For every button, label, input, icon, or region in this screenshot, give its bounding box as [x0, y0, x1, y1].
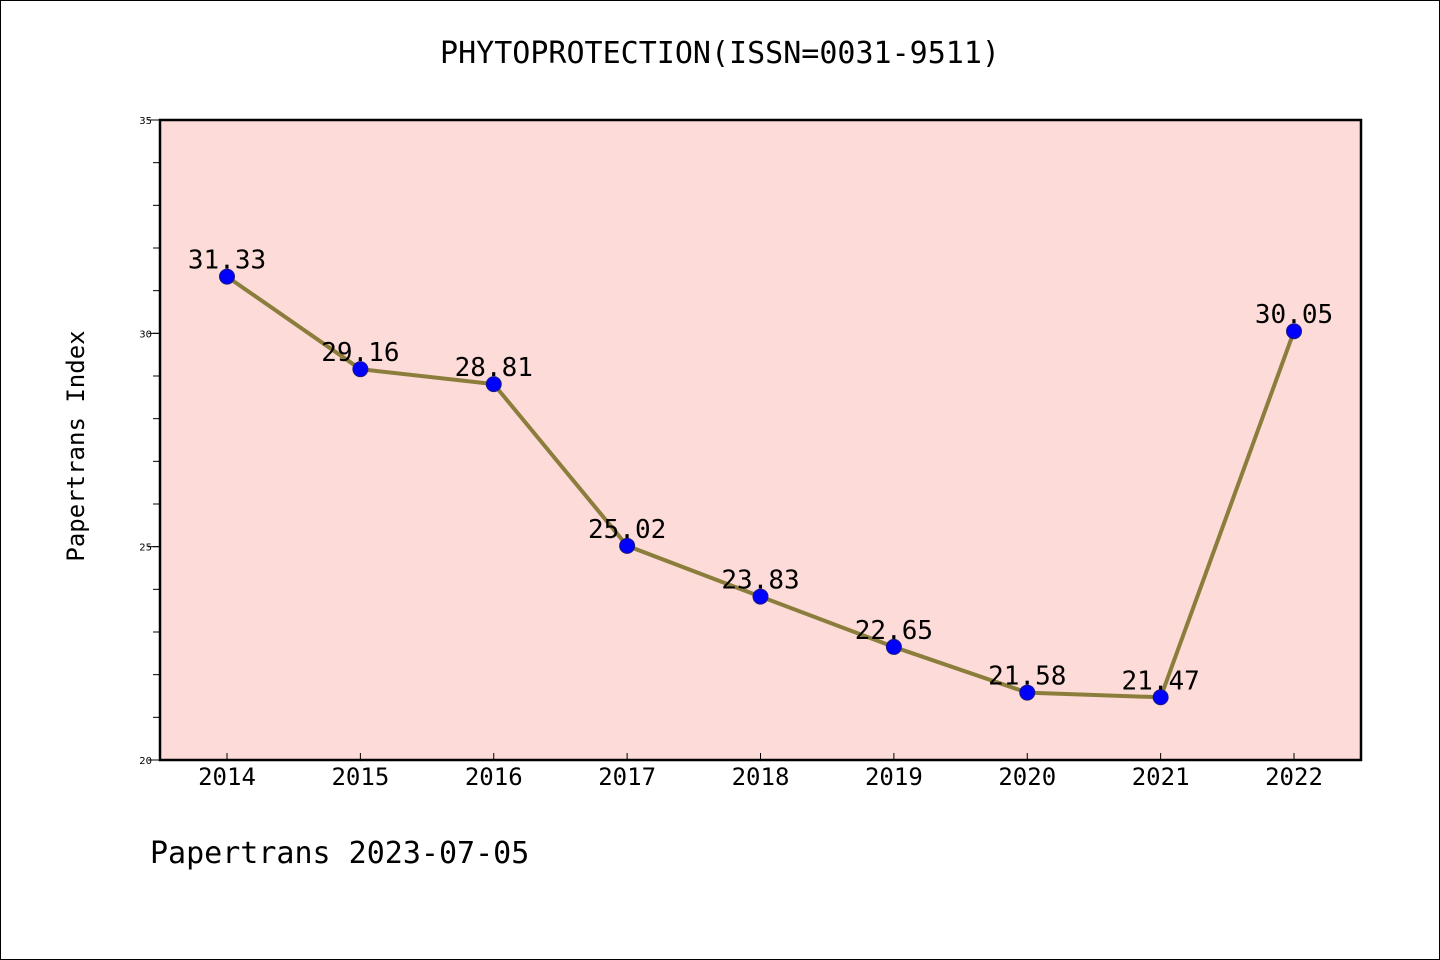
data-label: 23.83	[721, 566, 799, 596]
y-tick-label: 30	[139, 329, 152, 340]
x-tick-label: 2014	[198, 763, 256, 791]
x-tick-label: 2015	[331, 763, 389, 791]
x-tick-label: 2020	[998, 763, 1056, 791]
x-tick-label: 2019	[865, 763, 923, 791]
data-point-marker	[1286, 323, 1302, 340]
y-tick-label: 35	[139, 116, 152, 127]
data-labels: 31.33 29.16 28.81 25.02 23.83 22.65 21.58 21.47…	[188, 246, 1333, 697]
plot-border	[158, 118, 1363, 762]
y-tick-label: 25	[139, 543, 152, 554]
data-label: 29.16	[321, 338, 399, 368]
data-point-marker	[1019, 684, 1036, 701]
x-tick-label: 2017	[598, 763, 656, 791]
series-markers	[219, 268, 1302, 706]
data-point-marker	[219, 268, 235, 285]
data-point-marker	[752, 588, 769, 605]
data-point-marker	[1152, 689, 1169, 706]
data-label: 31.33	[188, 246, 266, 276]
data-label: 25.02	[588, 515, 666, 545]
y-tick-label: 20	[139, 756, 152, 767]
data-label: 21.58	[988, 662, 1066, 692]
data-point-marker	[619, 537, 636, 554]
x-tick-label: 2021	[1132, 763, 1190, 791]
y-axis-ticks: 20 25 30 35	[139, 116, 160, 767]
data-label: 28.81	[455, 353, 533, 383]
data-point-marker	[352, 361, 369, 378]
data-label: 30.05	[1255, 300, 1333, 330]
data-point-marker	[485, 376, 502, 393]
chart-title: PHYTOPROTECTION(ISSN=0031-9511)	[440, 36, 1000, 71]
data-point-marker	[885, 638, 902, 655]
x-tick-label: 2016	[465, 763, 523, 791]
data-label: 22.65	[855, 616, 933, 646]
x-axis-ticks: 2014 2015 2016 2017 2018 2019 2020 2021 2022	[198, 753, 1323, 791]
x-tick-label: 2018	[732, 763, 790, 791]
footer-caption: Papertrans 2023-07-05	[150, 836, 530, 871]
data-label: 21.47	[1121, 666, 1199, 696]
x-tick-label: 2022	[1265, 763, 1323, 791]
plot-area	[160, 120, 1361, 760]
